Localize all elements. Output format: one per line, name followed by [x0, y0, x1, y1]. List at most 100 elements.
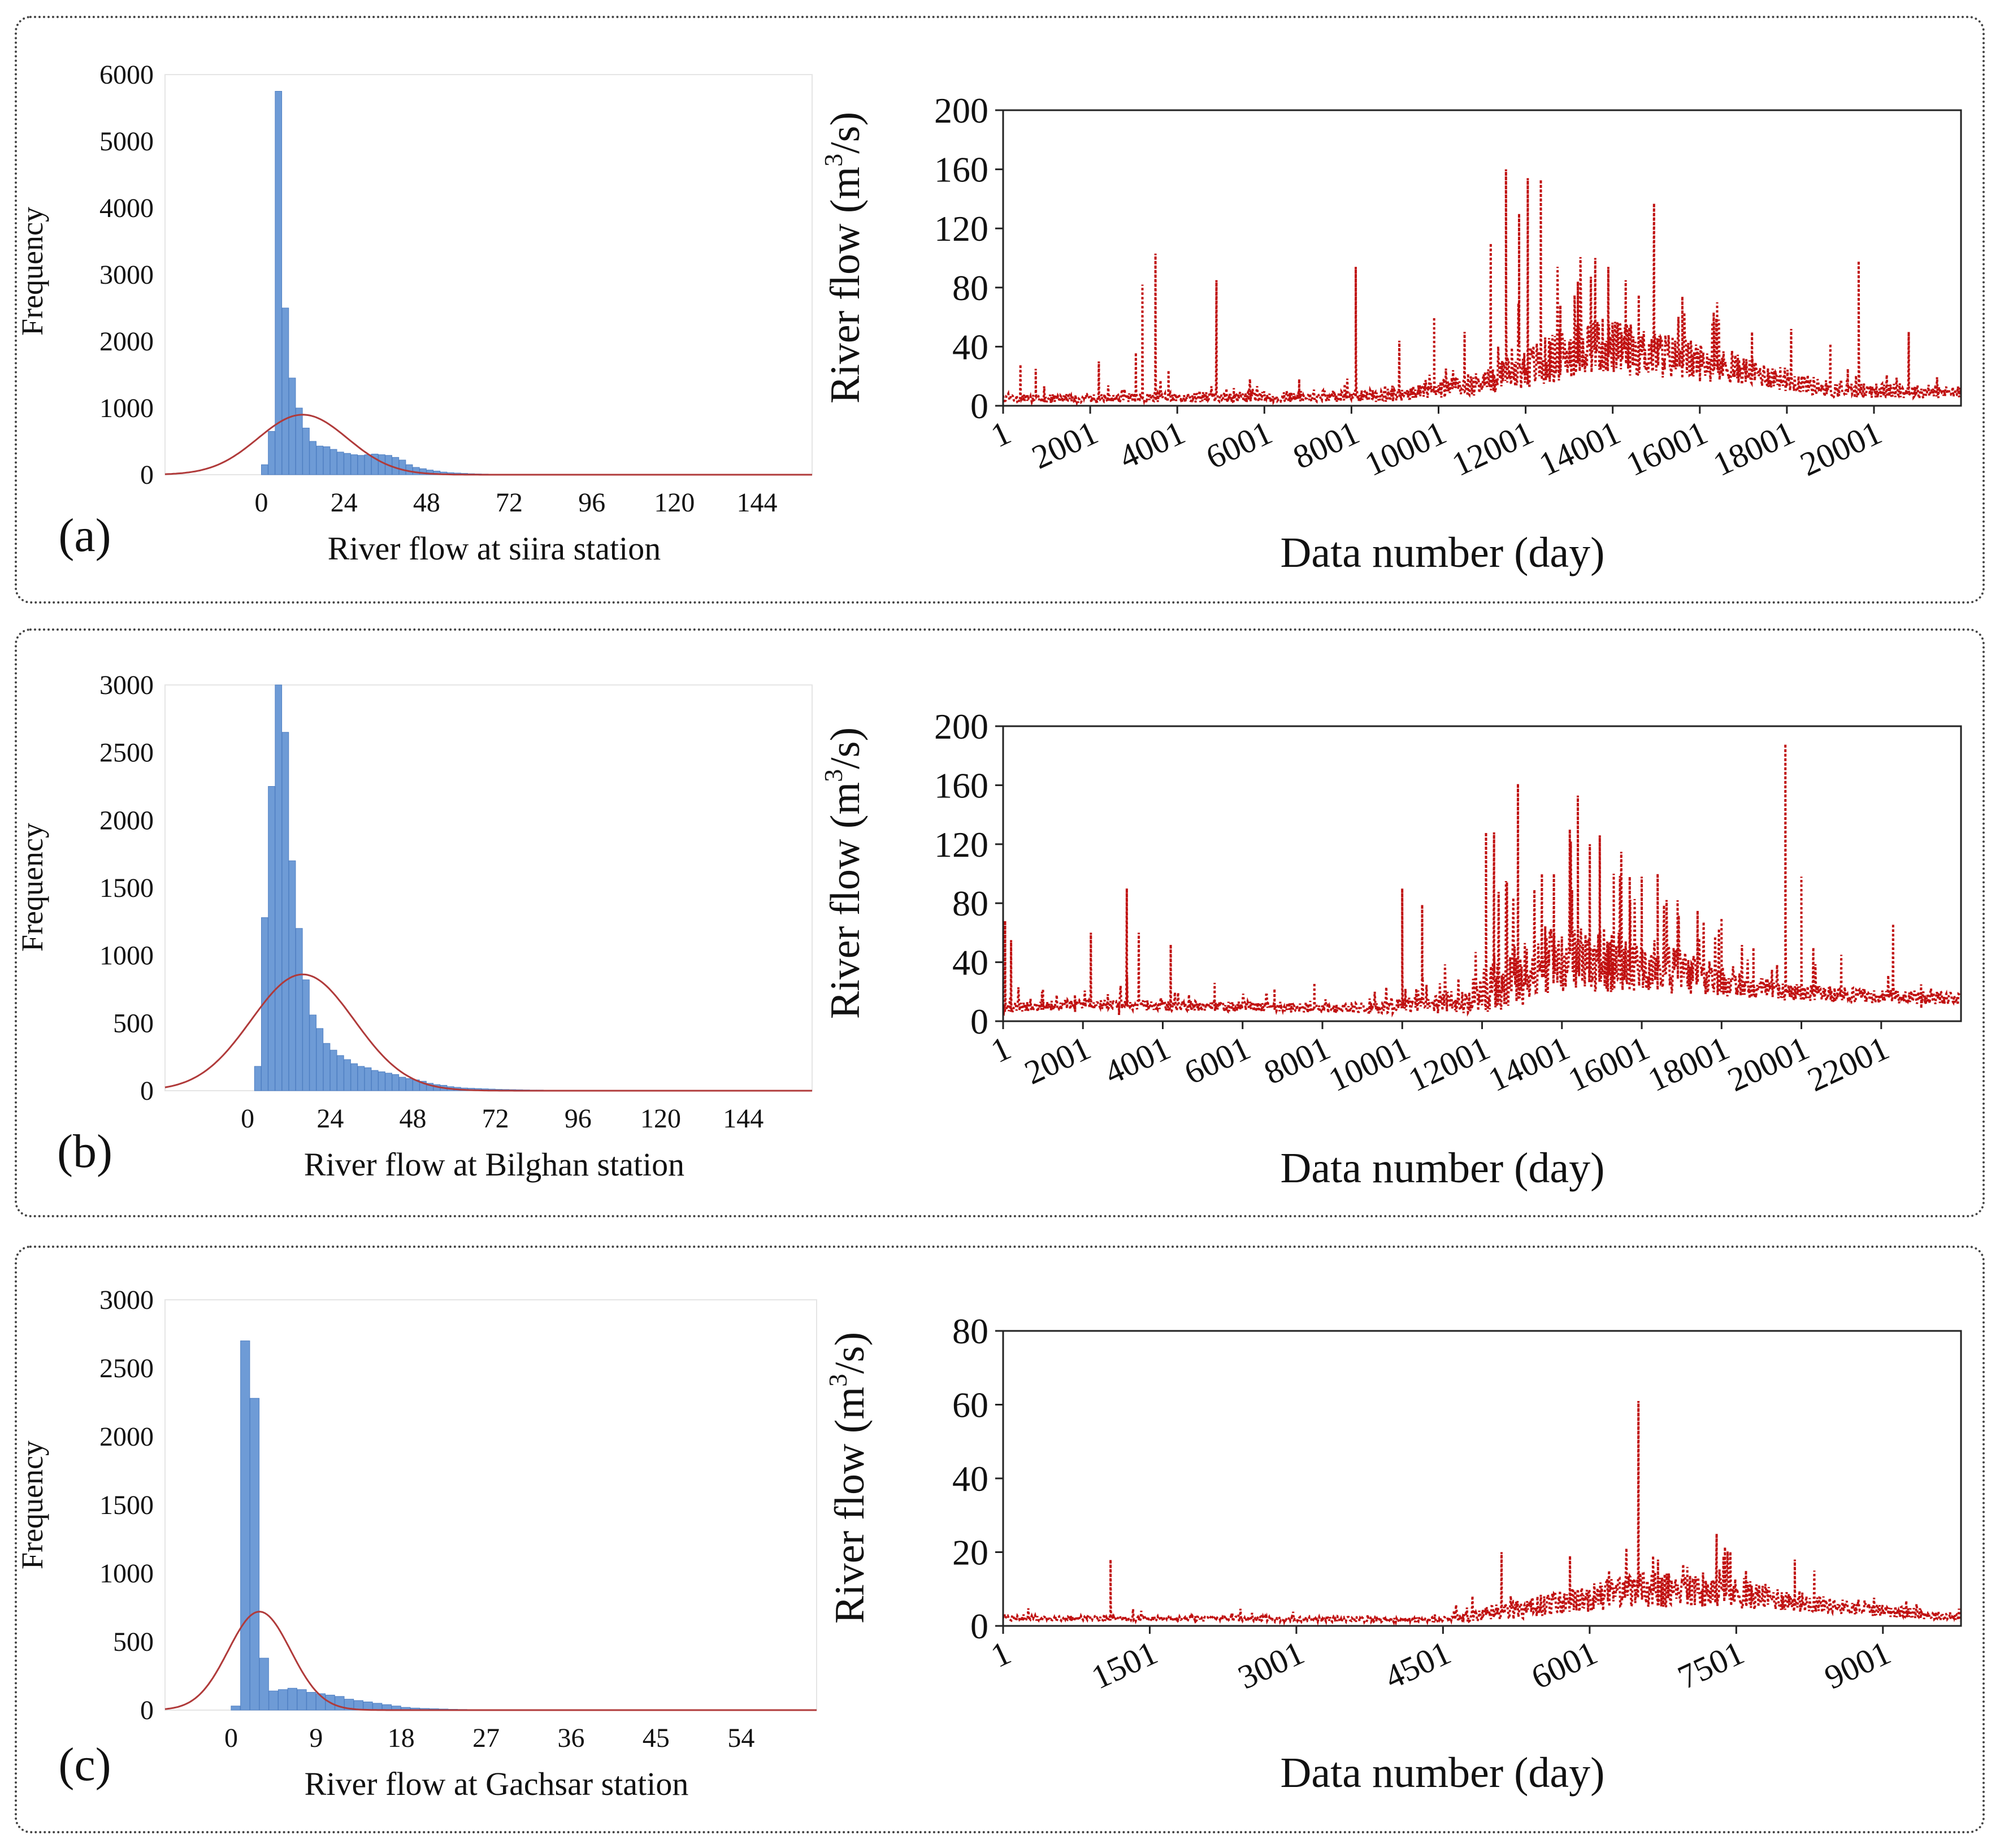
- histogram-bar: [268, 1690, 279, 1711]
- x-tick-label: 6001: [1200, 414, 1278, 476]
- y-tick-label: 2000: [99, 327, 154, 357]
- x-tick-label: 4001: [1099, 1029, 1176, 1092]
- y-tick-label: 2000: [99, 1422, 154, 1452]
- histogram-bar: [385, 1073, 392, 1091]
- histogram-bar: [240, 1341, 250, 1711]
- y-tick-label: 1000: [99, 1559, 154, 1589]
- y-axis-title-main: River flow (m: [822, 782, 869, 1019]
- histogram-bar: [419, 1081, 427, 1091]
- histogram-bar: [254, 1066, 262, 1091]
- x-tick-label: 12001: [1446, 414, 1539, 483]
- panel-label-b: (b): [57, 1125, 112, 1178]
- histogram-bar: [297, 1689, 307, 1711]
- normal-fit-curve: [164, 414, 812, 476]
- y-tick-label: 0: [970, 1606, 988, 1646]
- x-axis-title: River flow at siira station: [328, 530, 661, 567]
- x-tick-label: 10001: [1323, 1029, 1416, 1099]
- y-axis-title-end: /s): [827, 1332, 873, 1374]
- histogram-bar: [268, 431, 275, 475]
- histogram-bar: [378, 1071, 385, 1091]
- x-tick-label: 10001: [1359, 414, 1452, 483]
- histogram-bar: [337, 452, 344, 475]
- y-tick-label: 0: [970, 386, 988, 426]
- histogram-bar: [413, 467, 420, 475]
- y-tick-label: 3000: [99, 260, 154, 290]
- x-tick-label: 0: [255, 488, 268, 518]
- y-tick-label: 1000: [99, 941, 154, 971]
- x-tick-label: 45: [643, 1723, 670, 1753]
- histogram-bar: [344, 1059, 351, 1091]
- x-tick-label: 8001: [1287, 414, 1365, 476]
- normal-fit-curve: [164, 973, 812, 1092]
- histogram-bar: [287, 1688, 297, 1711]
- y-tick-label: 80: [952, 1311, 988, 1351]
- y-tick-label: 4000: [99, 193, 154, 223]
- histogram-bar: [309, 441, 316, 475]
- x-tick-label: 4001: [1113, 414, 1191, 476]
- x-tick-label: 7501: [1672, 1634, 1750, 1697]
- y-axis-title-sup: 3: [819, 769, 848, 782]
- histogram-bar: [295, 928, 303, 1091]
- x-tick-label: 1: [985, 414, 1016, 454]
- y-tick-label: 5000: [99, 127, 154, 157]
- histogram-bar: [405, 1078, 413, 1091]
- y-tick-label: 2000: [99, 805, 154, 835]
- y-tick-label: 0: [970, 1001, 988, 1042]
- y-tick-label: 200: [934, 90, 988, 131]
- histogram-bar: [371, 453, 379, 475]
- histogram-bar: [378, 454, 385, 475]
- x-tick-label: 14001: [1482, 1029, 1575, 1099]
- y-axis-title: Frequency: [15, 207, 49, 336]
- plot-frame: [1002, 725, 1962, 1022]
- x-tick-label: 1501: [1086, 1634, 1163, 1697]
- y-tick-label: 0: [140, 460, 154, 490]
- histogram-bar: [426, 470, 434, 475]
- histogram-bar: [275, 684, 283, 1091]
- x-axis-title: River flow at Bilghan station: [304, 1146, 684, 1183]
- y-tick-label: 1000: [99, 393, 154, 423]
- x-tick-label: 0: [224, 1723, 238, 1753]
- x-tick-label: 27: [472, 1723, 500, 1753]
- x-tick-label: 4501: [1379, 1634, 1456, 1697]
- y-tick-label: 1500: [99, 1490, 154, 1520]
- y-tick-label: 3000: [99, 1285, 154, 1315]
- x-tick-label: 120: [654, 488, 695, 518]
- y-axis-title-sup: 3: [819, 154, 848, 167]
- river-flow-series: [1003, 1400, 1961, 1626]
- x-tick-label: 18001: [1708, 414, 1801, 483]
- histogram-bar: [316, 445, 324, 475]
- histogram-bar: [371, 1070, 379, 1091]
- histogram-bar: [231, 1706, 241, 1711]
- panel-a: [15, 16, 1985, 604]
- x-tick-label: 3001: [1233, 1634, 1310, 1697]
- histogram-bar: [357, 1066, 365, 1091]
- x-tick-label: 1: [985, 1634, 1016, 1675]
- panel-label-a: (a): [58, 509, 111, 562]
- histogram-bar: [405, 464, 413, 475]
- histogram-plot-area: [164, 74, 813, 475]
- x-tick-label: 12001: [1403, 1029, 1495, 1099]
- y-tick-label: 80: [952, 268, 988, 308]
- y-axis-title-end: /s): [822, 727, 869, 769]
- y-axis-title-sup: 3: [823, 1374, 852, 1387]
- x-tick-label: 20001: [1722, 1029, 1815, 1099]
- x-tick-label: 22001: [1802, 1029, 1894, 1099]
- y-axis-title: Frequency: [15, 823, 49, 952]
- histogram-bar: [316, 1028, 324, 1091]
- y-tick-label: 60: [952, 1385, 988, 1425]
- histogram-bar: [363, 1701, 373, 1711]
- histogram-bar: [281, 307, 289, 475]
- x-tick-label: 144: [737, 488, 778, 518]
- y-tick-label: 6000: [99, 60, 154, 90]
- histogram-bar: [329, 1049, 337, 1091]
- y-tick-label: 200: [934, 706, 988, 747]
- y-tick-label: 500: [113, 1627, 154, 1657]
- x-tick-label: 1: [985, 1029, 1016, 1070]
- y-tick-label: 40: [952, 1459, 988, 1499]
- histogram-bar: [323, 1043, 331, 1091]
- y-tick-label: 120: [934, 825, 988, 865]
- river-flow-series: [1003, 169, 1961, 406]
